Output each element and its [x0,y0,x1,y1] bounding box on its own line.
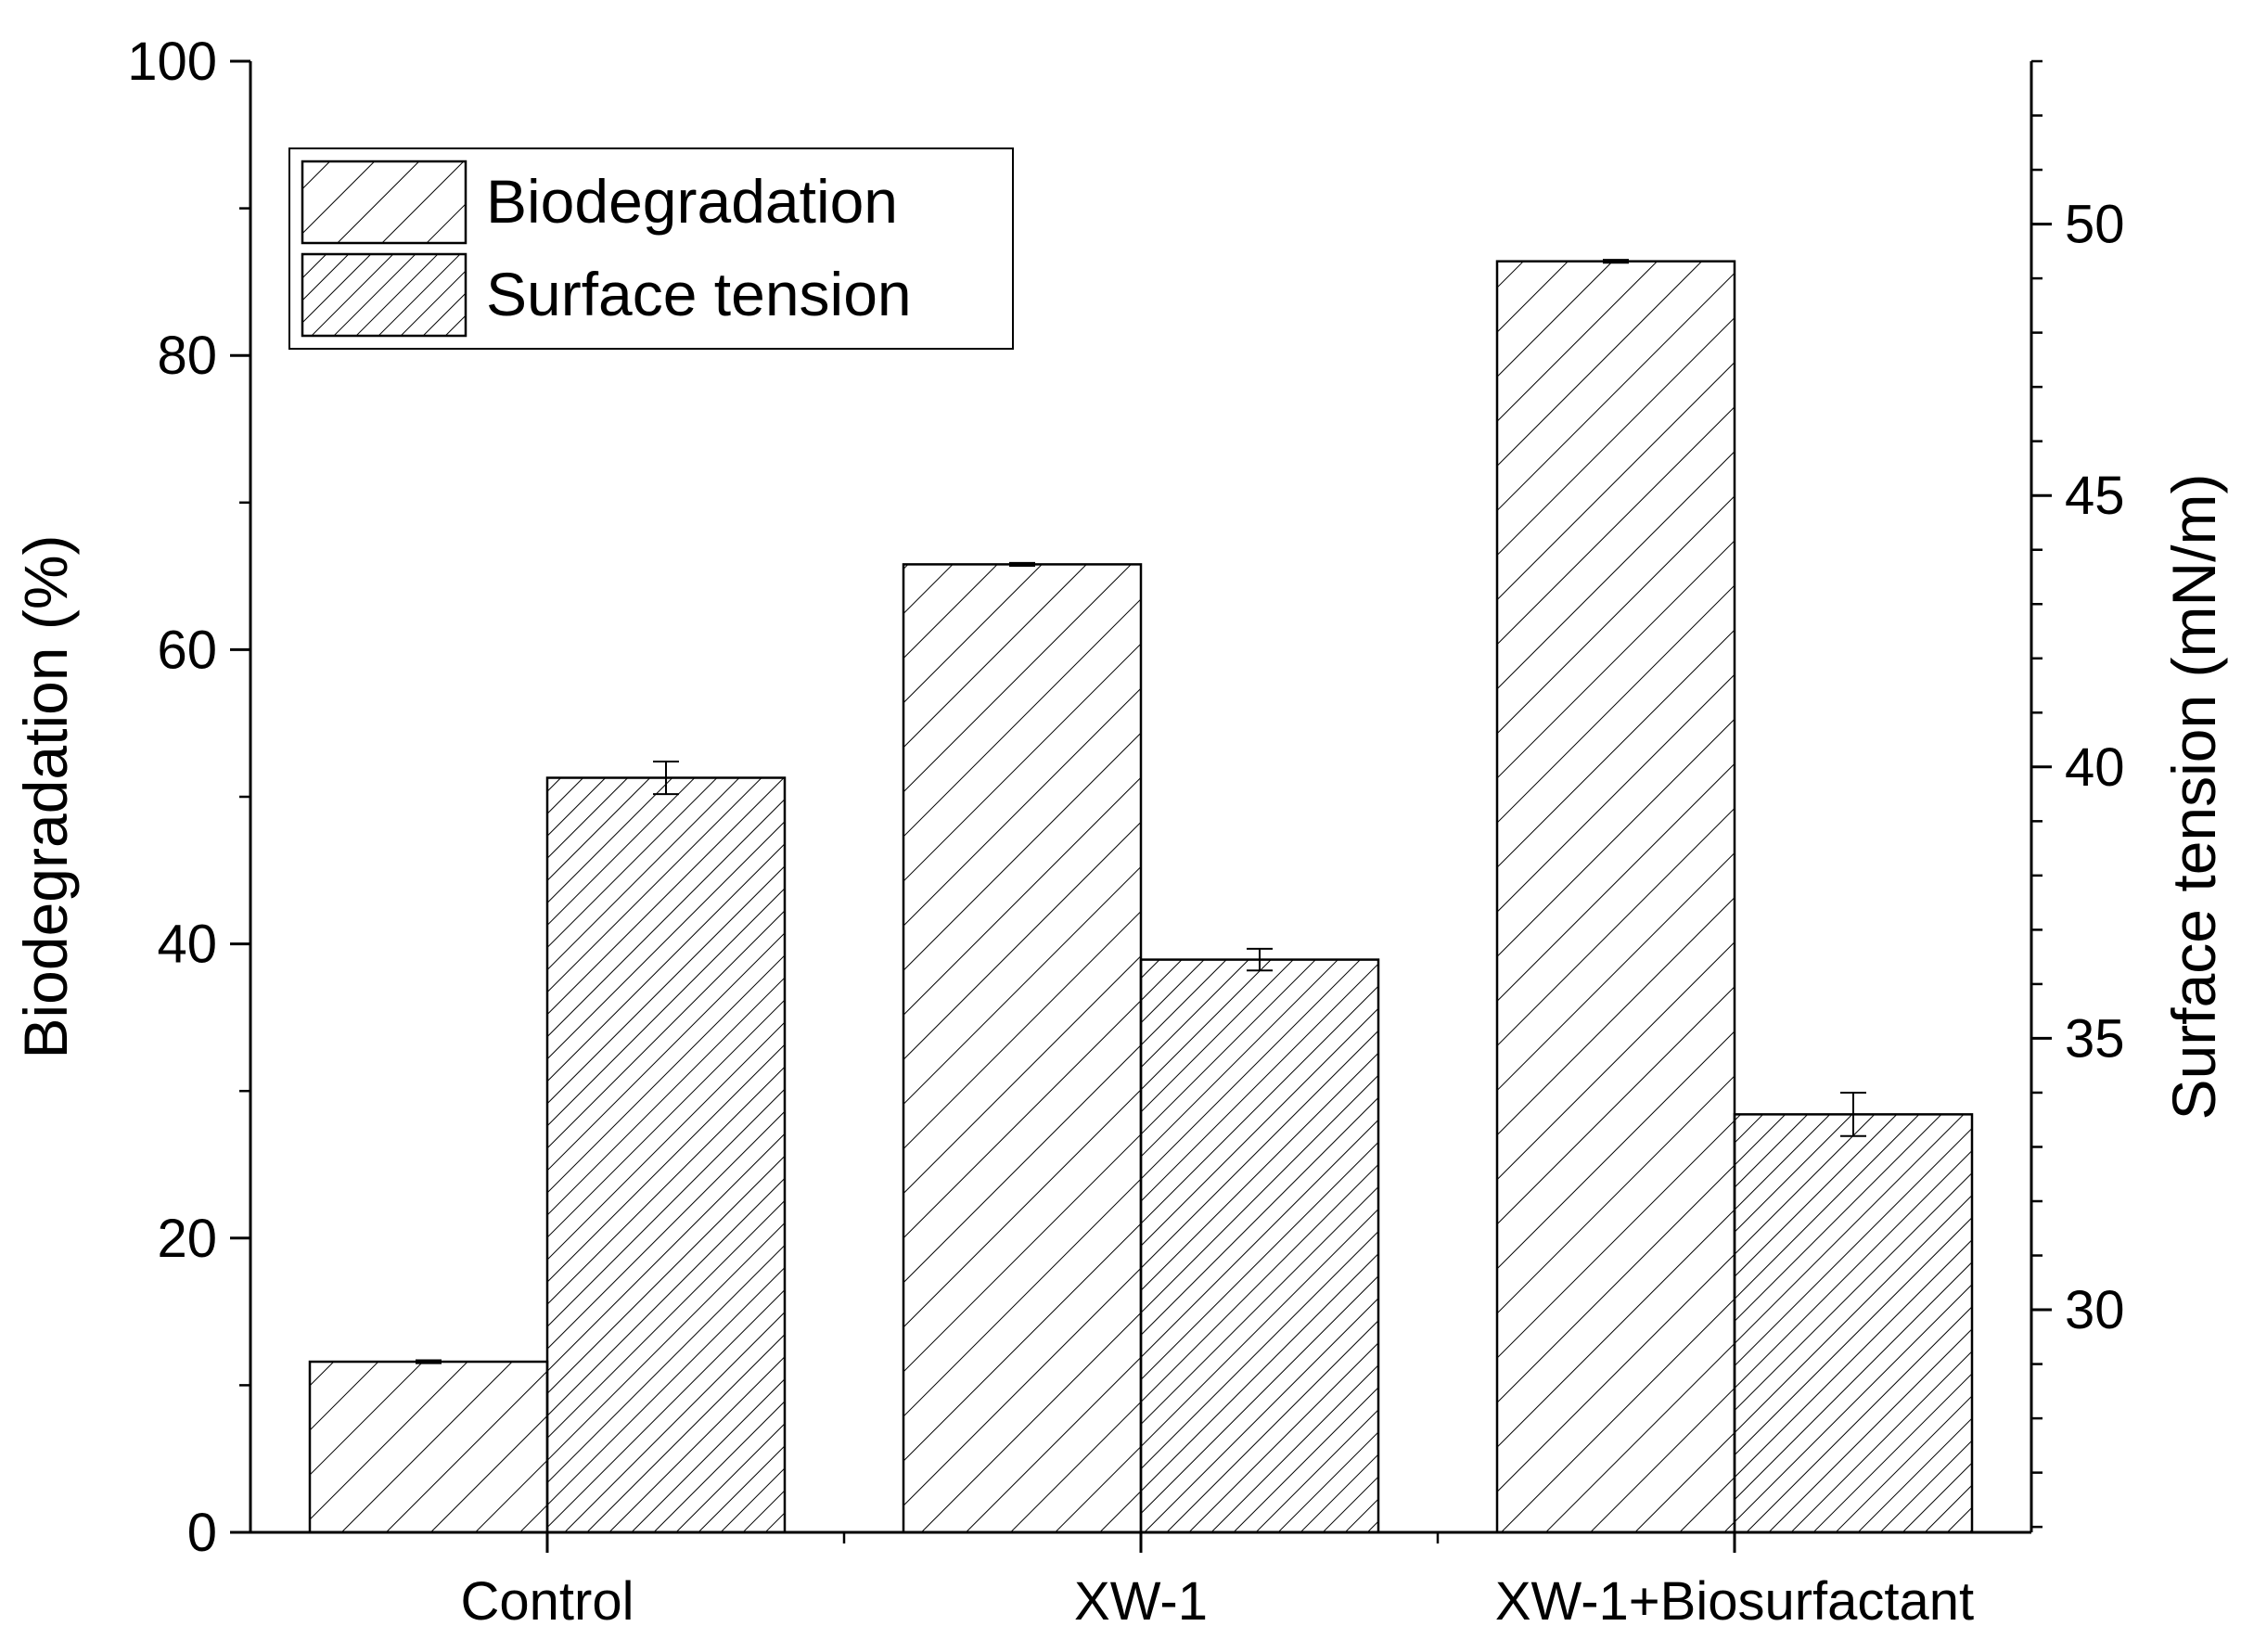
left-axis-tick-label: 60 [157,620,217,680]
bar-biodegradation-1 [902,563,1143,1534]
legend-label-biodegradation: Biodegradation [486,167,898,236]
error-bar-biodegradation-1 [1009,561,1035,567]
error-bar-surface-tension-1 [1247,947,1273,972]
legend-swatch-surface-tension [301,252,467,338]
x-axis-category-label: XW-1+Biosurfactant [1495,1571,1974,1632]
bar-surface-tension-1 [1139,958,1380,1534]
error-bar-biodegradation-0 [416,1359,442,1364]
bar-biodegradation-0 [308,1360,549,1534]
left-axis-tick-label: 40 [157,915,217,975]
error-bar-biodegradation-2 [1603,259,1629,264]
bar-biodegradation-2 [1495,260,1736,1534]
right-axis-tick-label: 40 [2065,737,2125,798]
left-axis-tick-label: 80 [157,326,217,386]
legend-label-surface-tension: Surface tension [486,260,912,328]
left-axis-tick-label: 100 [127,32,217,92]
error-bar-surface-tension-2 [1840,1091,1866,1137]
left-axis-tick-label: 20 [157,1209,217,1269]
x-axis-category-label: XW-1 [1074,1571,1208,1632]
bar-surface-tension-2 [1733,1113,1974,1534]
bar-surface-tension-0 [545,776,787,1534]
left-axis-title: Biodegradation (%) [11,535,80,1059]
legend: Biodegradation Surface tension [288,147,1014,350]
error-bar-surface-tension-0 [653,760,679,796]
legend-swatch-biodegradation [301,160,467,245]
right-axis-tick-label: 50 [2065,195,2125,255]
right-axis-tick-label: 30 [2065,1280,2125,1340]
right-axis-title: Surface tension (mN/m) [2159,474,2228,1121]
left-axis-tick-label: 0 [187,1503,217,1563]
right-axis-tick-label: 45 [2065,466,2125,526]
right-axis-tick-label: 35 [2065,1008,2125,1069]
x-axis-category-label: Control [461,1571,634,1632]
